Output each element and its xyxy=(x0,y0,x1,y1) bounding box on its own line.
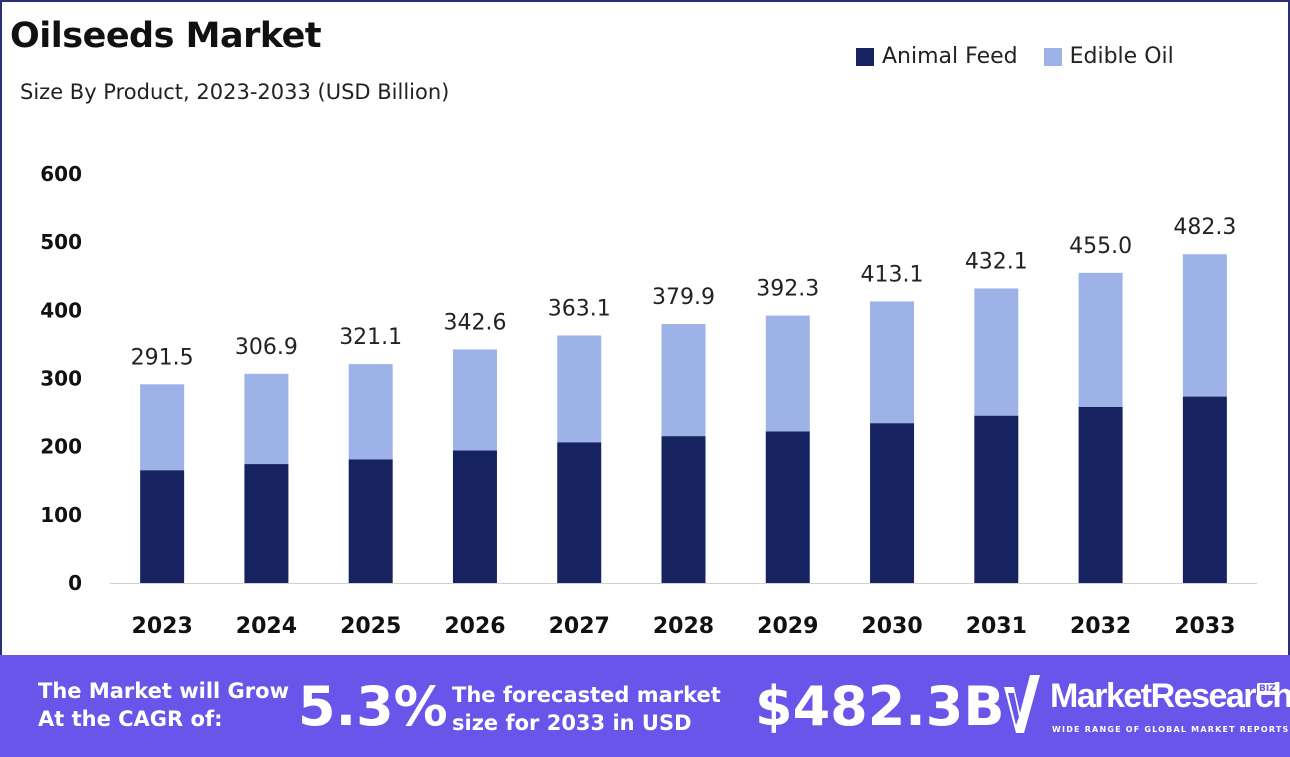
chart-title: Oilseeds Market xyxy=(10,16,322,56)
bar-animal-feed xyxy=(140,470,185,583)
bar-animal-feed xyxy=(870,423,915,583)
legend-swatch-animal-feed xyxy=(856,47,874,66)
bar-total-label: 432.1 xyxy=(965,249,1028,274)
brand-logo: MarketResearch BIZ WIDE RANGE OF GLOBAL … xyxy=(1000,673,1290,743)
bar-edible-oil xyxy=(348,364,393,460)
y-tick-label: 300 xyxy=(40,367,82,391)
bar-edible-oil xyxy=(974,288,1019,416)
bar-animal-feed xyxy=(1078,406,1123,583)
bar-total-label: 482.3 xyxy=(1173,215,1236,240)
bar-animal-feed xyxy=(244,464,289,583)
x-tick-label: 2024 xyxy=(236,614,297,639)
x-tick-label: 2027 xyxy=(549,614,610,639)
cagr-value: 5.3% xyxy=(298,675,448,738)
bar-total-label: 306.9 xyxy=(235,335,298,360)
x-tick-label: 2030 xyxy=(861,614,922,639)
forecast-label: The forecasted market size for 2033 in U… xyxy=(452,683,721,735)
brand-logo-icon xyxy=(1004,675,1040,733)
summary-footer: The Market will Grow At the CAGR of: 5.3… xyxy=(0,655,1290,757)
bar-animal-feed xyxy=(348,459,393,583)
y-tick-label: 100 xyxy=(40,503,82,527)
x-tick-label: 2026 xyxy=(444,614,505,639)
bar-edible-oil xyxy=(244,373,289,465)
x-tick-label: 2032 xyxy=(1070,614,1131,639)
bar-chart: 0 100 200 300 400 500 600 291.5 2023 306.9 2024 321… xyxy=(40,162,1257,639)
x-tick-label: 2033 xyxy=(1174,614,1235,639)
bar-total-label: 342.6 xyxy=(443,310,506,335)
y-tick-label: 500 xyxy=(40,230,82,254)
bar-total-label: 455.0 xyxy=(1069,234,1132,259)
x-tick-label: 2023 xyxy=(132,614,193,639)
legend-label-animal-feed: Animal Feed xyxy=(882,44,1018,69)
x-tick-label: 2028 xyxy=(653,614,714,639)
bar-animal-feed xyxy=(765,431,810,583)
bar-total-label: 363.1 xyxy=(548,296,611,321)
legend-item-animal-feed: Animal Feed xyxy=(856,44,1018,69)
bar-edible-oil xyxy=(1182,254,1227,397)
brand-badge: BIZ xyxy=(1257,683,1278,695)
x-tick-label: 2025 xyxy=(340,614,401,639)
legend-label-edible-oil: Edible Oil xyxy=(1069,44,1174,69)
chart-subtitle: Size By Product, 2023-2033 (USD Billion) xyxy=(20,80,450,104)
bar-total-label: 392.3 xyxy=(756,277,819,302)
y-tick-label: 400 xyxy=(40,298,82,322)
cagr-label: The Market will Grow At the CAGR of: xyxy=(38,679,289,731)
bar-animal-feed xyxy=(452,450,497,583)
x-tick-label: 2031 xyxy=(966,614,1027,639)
y-tick-label: 200 xyxy=(40,435,82,459)
bar-edible-oil xyxy=(452,349,497,451)
y-tick-label: 600 xyxy=(40,162,82,186)
bar-total-label: 291.5 xyxy=(131,345,194,370)
x-tick-label: 2029 xyxy=(757,614,818,639)
chart-frame: Oilseeds Market Size By Product, 2023-20… xyxy=(0,0,1290,657)
bar-edible-oil xyxy=(1078,272,1123,407)
bar-animal-feed xyxy=(1182,396,1227,583)
brand-name: MarketResearch xyxy=(1050,677,1290,715)
bar-edible-oil xyxy=(765,315,810,432)
bar-edible-oil xyxy=(870,301,915,424)
bar-edible-oil xyxy=(661,324,706,437)
y-tick-label: 0 xyxy=(68,571,82,595)
bar-animal-feed xyxy=(974,415,1019,583)
brand-tagline: WIDE RANGE OF GLOBAL MARKET REPORTS xyxy=(1052,725,1290,734)
bar-animal-feed xyxy=(661,436,706,583)
bar-edible-oil xyxy=(140,384,185,471)
bar-total-label: 321.1 xyxy=(339,325,402,350)
bar-total-label: 379.9 xyxy=(652,285,715,310)
legend-item-edible-oil: Edible Oil xyxy=(1043,44,1174,69)
legend-swatch-edible-oil xyxy=(1043,47,1062,66)
chart-legend: Animal Feed Edible Oil xyxy=(856,44,1174,69)
bar-animal-feed xyxy=(557,442,602,583)
forecast-value: $482.3B xyxy=(755,675,1005,738)
bar-edible-oil xyxy=(557,335,602,443)
bar-total-label: 413.1 xyxy=(861,262,924,287)
